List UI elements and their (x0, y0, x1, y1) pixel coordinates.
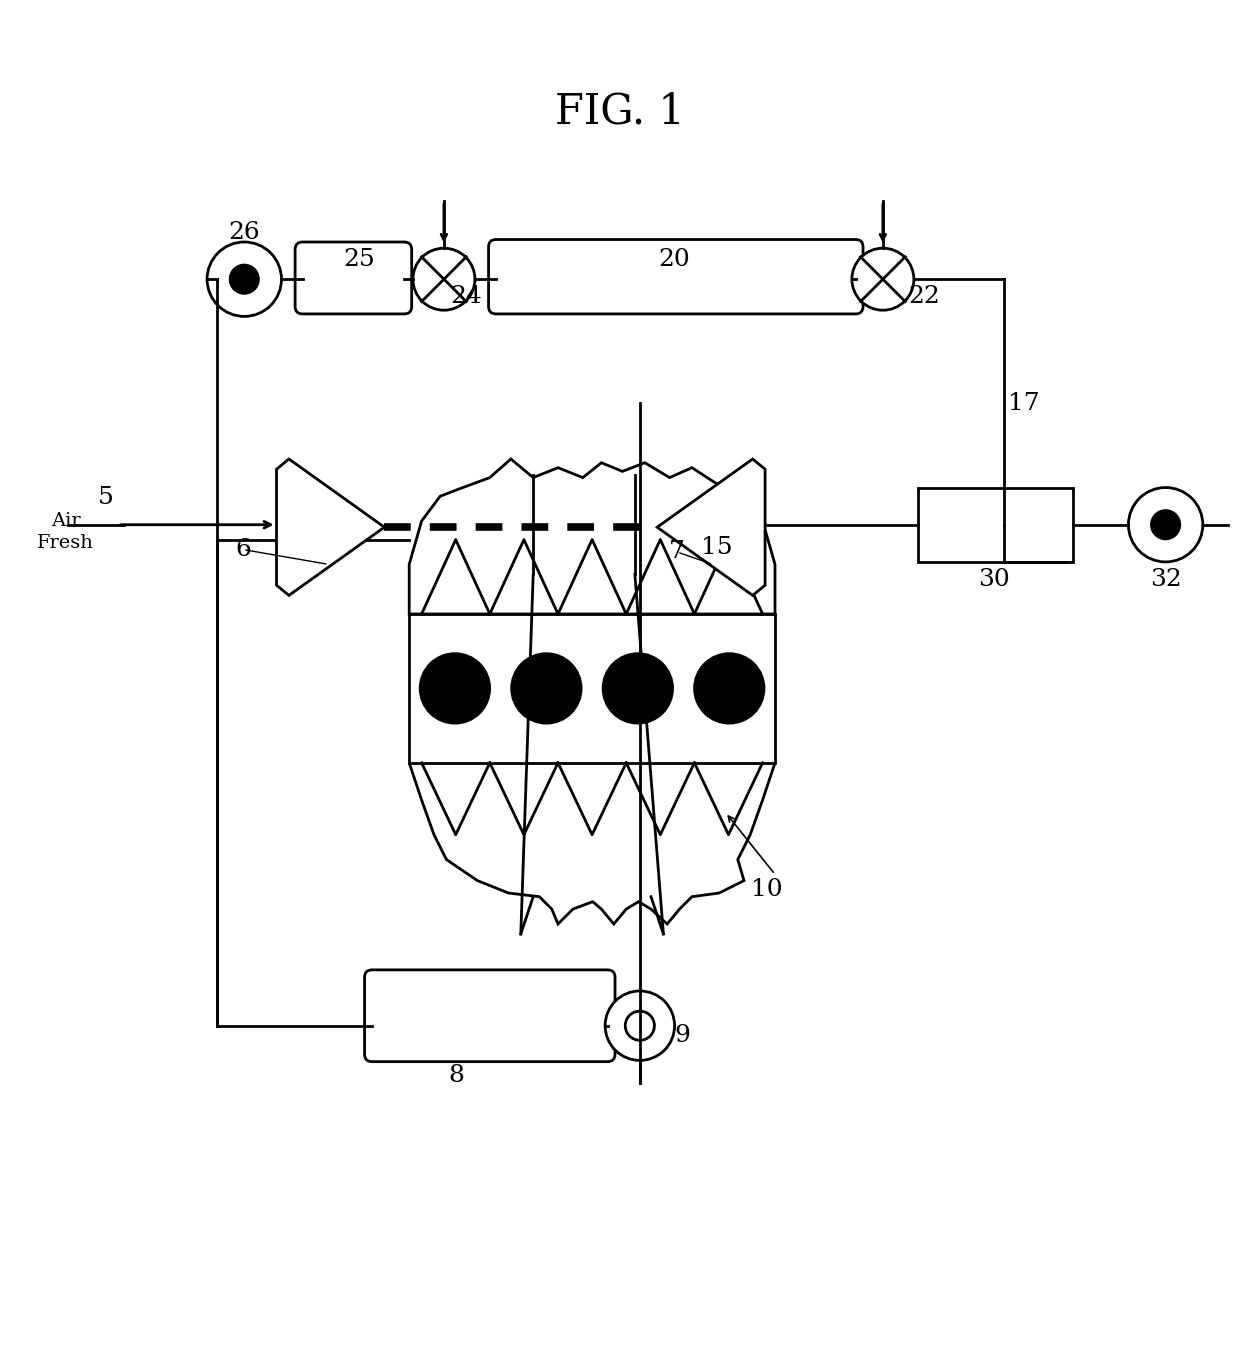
Circle shape (694, 653, 764, 723)
Text: Air: Air (51, 512, 81, 530)
Text: 5: 5 (98, 485, 113, 508)
FancyBboxPatch shape (365, 969, 615, 1061)
Text: 6: 6 (236, 538, 250, 561)
Circle shape (852, 249, 914, 310)
Polygon shape (409, 458, 775, 614)
Circle shape (625, 1011, 655, 1040)
Text: 17: 17 (1008, 392, 1040, 415)
Text: 9: 9 (675, 1023, 689, 1046)
Circle shape (231, 265, 258, 293)
FancyBboxPatch shape (489, 239, 863, 314)
Text: 22: 22 (908, 285, 940, 308)
Text: FIG. 1: FIG. 1 (556, 91, 684, 132)
Polygon shape (277, 458, 384, 595)
Text: 8: 8 (449, 1064, 464, 1087)
FancyBboxPatch shape (409, 614, 775, 763)
Circle shape (1128, 488, 1203, 562)
Circle shape (420, 653, 490, 723)
Circle shape (603, 653, 672, 723)
Text: 24: 24 (450, 285, 482, 308)
Text: Fresh: Fresh (37, 534, 94, 553)
Circle shape (207, 242, 281, 316)
Text: 7: 7 (670, 541, 684, 564)
Polygon shape (657, 458, 765, 595)
Text: 15: 15 (701, 535, 733, 558)
FancyBboxPatch shape (918, 488, 1073, 562)
Circle shape (1152, 511, 1179, 539)
Text: 26: 26 (228, 220, 260, 243)
Circle shape (413, 249, 475, 310)
Circle shape (605, 991, 675, 1060)
Text: 30: 30 (978, 568, 1011, 591)
Text: 20: 20 (658, 247, 691, 270)
Text: 32: 32 (1149, 568, 1182, 591)
Text: 25: 25 (343, 247, 376, 270)
Text: 10: 10 (750, 877, 782, 900)
FancyBboxPatch shape (295, 242, 412, 314)
Circle shape (512, 653, 582, 723)
